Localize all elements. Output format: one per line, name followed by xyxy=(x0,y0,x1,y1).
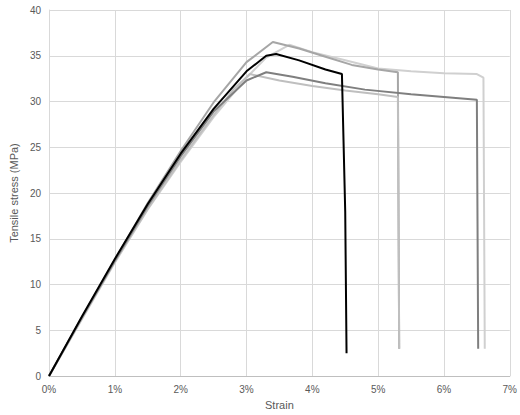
svg-text:2%: 2% xyxy=(173,384,188,395)
svg-text:0: 0 xyxy=(35,371,41,382)
svg-text:5: 5 xyxy=(35,325,41,336)
svg-text:3%: 3% xyxy=(239,384,254,395)
svg-text:4%: 4% xyxy=(305,384,320,395)
svg-text:35: 35 xyxy=(30,50,42,61)
svg-text:Strain: Strain xyxy=(265,399,294,411)
svg-text:40: 40 xyxy=(30,5,42,16)
svg-text:10: 10 xyxy=(30,279,42,290)
svg-text:25: 25 xyxy=(30,142,42,153)
svg-text:15: 15 xyxy=(30,233,42,244)
svg-text:1%: 1% xyxy=(108,384,123,395)
svg-text:5%: 5% xyxy=(371,384,386,395)
svg-text:7%: 7% xyxy=(503,384,518,395)
svg-text:30: 30 xyxy=(30,96,42,107)
svg-text:20: 20 xyxy=(30,188,42,199)
svg-text:Tensile stress (MPa): Tensile stress (MPa) xyxy=(8,143,20,243)
svg-text:6%: 6% xyxy=(437,384,452,395)
svg-text:0%: 0% xyxy=(42,384,57,395)
